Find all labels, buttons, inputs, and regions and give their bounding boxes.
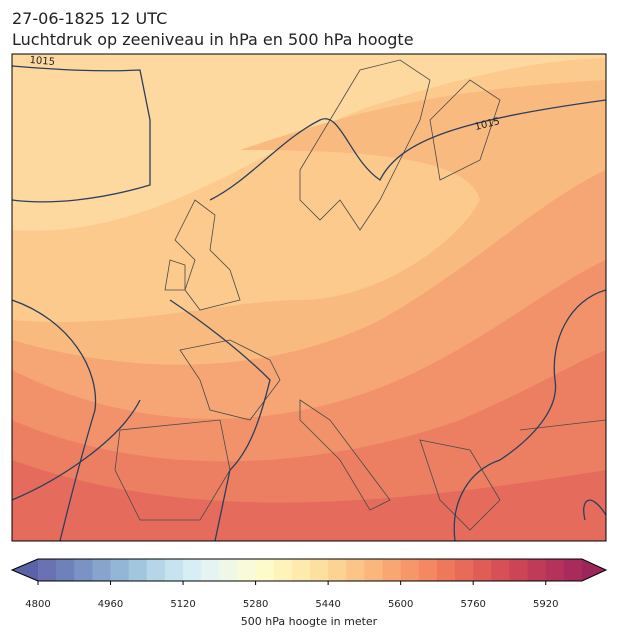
- colorbar-bin: [509, 559, 529, 581]
- colorbar-bin: [38, 559, 57, 581]
- title: 27-06-1825 12 UTC: [12, 9, 167, 28]
- subtitle: Luchtdruk op zeeniveau in hPa en 500 hPa…: [12, 30, 414, 49]
- colorbar-bin: [56, 559, 75, 581]
- colorbar-bin: [237, 559, 257, 581]
- colorbar-bin: [527, 559, 547, 581]
- colorbar-bin: [382, 559, 402, 581]
- colorbar-bin: [146, 559, 166, 581]
- colorbar-tick-label: 5440: [315, 599, 340, 610]
- colorbar-extend: [582, 559, 606, 581]
- contour-label: 1015: [29, 55, 55, 68]
- colorbar-tick-label: 4960: [98, 599, 123, 610]
- colorbar-bin: [545, 559, 565, 581]
- colorbar-bin: [563, 559, 583, 581]
- colorbar-extend: [12, 559, 38, 581]
- colorbar-bin: [291, 559, 311, 581]
- colorbar-bin: [455, 559, 474, 581]
- colorbar-bin: [255, 559, 275, 581]
- isobar: [12, 65, 606, 541]
- colorbar-tick-label: 5280: [243, 599, 268, 610]
- colorbar-bin: [183, 559, 202, 581]
- colorbar-label: 500 hPa hoogte in meter: [241, 615, 378, 628]
- colorbar-tick-label: 4800: [25, 599, 50, 610]
- colorbar-outline: [10, 558, 608, 582]
- colorbar-tick-label: 5920: [533, 599, 558, 610]
- colorbar-bin: [164, 559, 184, 581]
- colorbar-bin: [473, 559, 492, 581]
- colorbar-bin: [92, 559, 112, 581]
- colorbar-bin: [128, 559, 148, 581]
- colorbar-bin: [400, 559, 420, 581]
- colorbar-bin: [310, 559, 329, 581]
- colorbar-bin: [418, 559, 438, 581]
- colorbar-tick-label: 5600: [388, 599, 413, 610]
- colorbar-bin: [201, 559, 220, 581]
- colorbar-bin: [273, 559, 293, 581]
- colorbar-bin: [491, 559, 510, 581]
- colorbar-bin: [364, 559, 384, 581]
- colorbar-bin: [436, 559, 456, 581]
- colorbar-bin: [110, 559, 130, 581]
- colorbar-bin: [74, 559, 93, 581]
- map: [12, 54, 606, 541]
- colorbar-bin: [328, 559, 347, 581]
- colorbar: 4800 4960 5120 5280 5440 5600 5760 5920: [10, 558, 608, 610]
- colorbar-bin: [346, 559, 365, 581]
- colorbar-tick-label: 5120: [170, 599, 195, 610]
- colorbar-bin: [219, 559, 238, 581]
- band: [12, 460, 606, 541]
- colorbar-tick-label: 5760: [460, 599, 485, 610]
- map-frame: [11, 53, 607, 542]
